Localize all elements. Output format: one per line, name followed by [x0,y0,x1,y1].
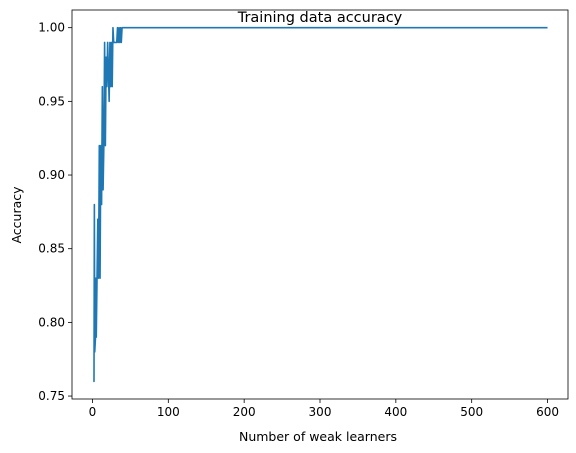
x-tick-label: 300 [309,405,332,419]
x-tick-label: 400 [384,405,407,419]
x-tick-label: 100 [157,405,180,419]
y-tick-label: 0.85 [38,242,65,256]
y-tick-label: 1.00 [38,21,65,35]
plot-frame [71,9,569,400]
plot-area [72,10,568,399]
y-tick-label: 0.90 [38,168,65,182]
y-tick-label: 0.75 [38,389,65,403]
x-tick-label: 500 [460,405,483,419]
chart-title: Training data accuracy [237,10,403,26]
y-tick-label: 0.80 [38,315,65,329]
x-axis-label: Number of weak learners [239,429,397,444]
y-tick-label: 0.95 [38,94,65,108]
chart-ticks: 0 100 200 300 400 500 600 0.75 0.80 0.85 0.90 0.95 1… [38,21,559,419]
x-tick-label: 600 [536,405,559,419]
series-line-0 [93,26,548,383]
x-tick-label: 0 [89,405,97,419]
y-axis-label: Accuracy [9,186,24,244]
chart-marks [93,26,548,383]
x-tick-label: 200 [233,405,256,419]
